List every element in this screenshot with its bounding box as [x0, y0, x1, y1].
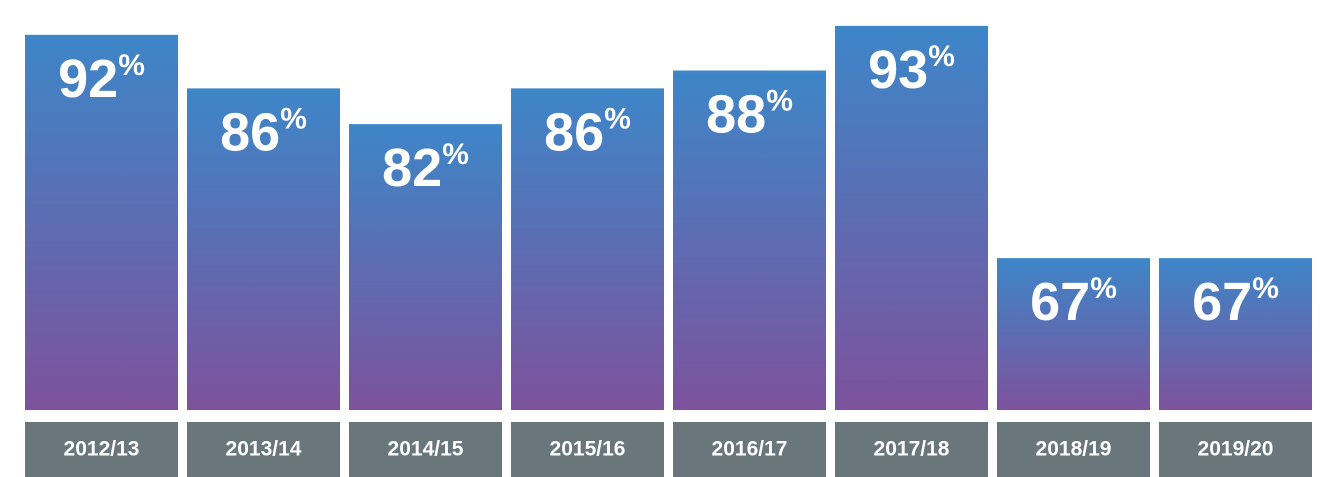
- bar: [511, 88, 664, 411]
- category-box: [349, 422, 502, 477]
- x-tick-label: 2019/20: [1198, 438, 1274, 461]
- bar: [997, 258, 1150, 410]
- value-label: 93%: [868, 40, 955, 100]
- value-label: 67%: [1030, 272, 1117, 332]
- bar: [1159, 258, 1312, 410]
- category-box: [673, 422, 826, 477]
- x-tick-label: 2013/14: [226, 438, 302, 461]
- category-box: [1159, 422, 1312, 477]
- bar: [673, 70, 826, 411]
- category-box: [187, 422, 340, 477]
- x-tick-label: 2016/17: [712, 438, 788, 461]
- x-tick-label: 2014/15: [388, 438, 464, 461]
- value-label: 86%: [544, 102, 631, 162]
- category-box: [835, 422, 988, 477]
- value-label: 88%: [706, 85, 793, 145]
- bar: [25, 34, 178, 411]
- category-box: [997, 422, 1150, 477]
- x-tick-label: 2012/13: [64, 438, 140, 461]
- category-box: [511, 422, 664, 477]
- value-label: 82%: [382, 138, 469, 198]
- value-label: 86%: [220, 102, 307, 162]
- x-tick-label: 2018/19: [1036, 438, 1112, 461]
- x-tick-label: 2017/18: [874, 438, 950, 461]
- category-box: [25, 422, 178, 477]
- value-label: 67%: [1192, 272, 1279, 332]
- bar: [187, 88, 340, 411]
- bar: [349, 124, 502, 410]
- value-label: 92%: [58, 49, 145, 109]
- bar: [835, 25, 988, 410]
- x-tick-label: 2015/16: [550, 438, 626, 461]
